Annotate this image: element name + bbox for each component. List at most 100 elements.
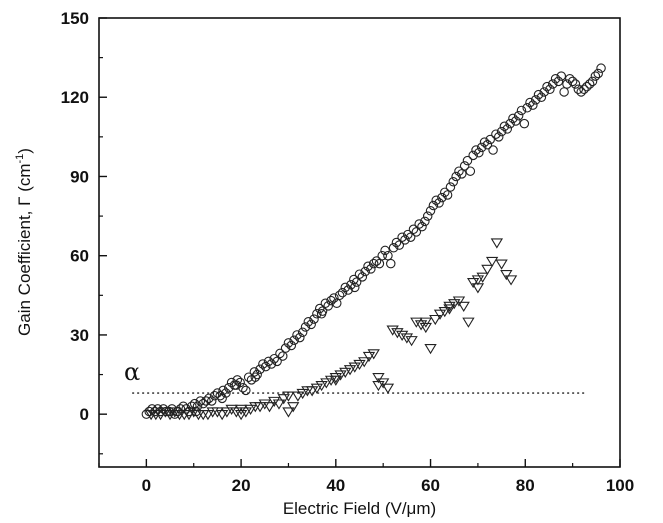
data-point-circle xyxy=(567,76,578,87)
y-axis-title-main: Gain Coefficient, Γ (cm xyxy=(15,163,34,336)
data-point-circle xyxy=(474,147,484,158)
data-point-triangle xyxy=(386,325,399,336)
data-point-triangle xyxy=(377,378,390,389)
data-point-triangle xyxy=(310,383,324,394)
data-point-circle xyxy=(204,393,214,404)
data-point-circle xyxy=(329,293,339,303)
data-point-triangle xyxy=(466,277,480,289)
data-point-triangle xyxy=(362,351,376,363)
data-point-triangle xyxy=(182,410,196,421)
data-point-circle xyxy=(522,103,532,113)
data-point-triangle xyxy=(405,336,418,347)
data-point-circle xyxy=(451,171,461,182)
y-tick-label: 30 xyxy=(70,326,89,345)
data-point-circle xyxy=(434,198,444,208)
data-point-circle xyxy=(357,272,368,282)
x-tick-label: 80 xyxy=(516,476,535,495)
data-point-circle xyxy=(465,166,476,176)
data-point-circle xyxy=(388,243,399,253)
data-point-circle xyxy=(528,100,538,110)
data-point-circle xyxy=(297,327,308,338)
data-point-triangle xyxy=(358,357,371,368)
data-point-circle xyxy=(414,219,424,229)
data-point-circle xyxy=(300,322,311,332)
data-point-triangle xyxy=(495,259,508,270)
data-point-circle xyxy=(408,224,419,235)
x-tick-label: 20 xyxy=(232,476,251,495)
data-point-circle xyxy=(269,353,279,364)
data-point-triangle xyxy=(348,362,361,373)
data-point-circle xyxy=(309,314,319,324)
data-point-circle xyxy=(141,409,152,419)
data-point-triangle xyxy=(419,322,432,334)
data-point-circle xyxy=(289,335,299,345)
data-point-circle xyxy=(505,118,515,129)
data-point-circle xyxy=(403,229,413,240)
data-point-circle xyxy=(539,87,549,97)
data-point-triangle xyxy=(320,378,333,389)
data-point-circle xyxy=(260,361,271,372)
data-point-circle xyxy=(195,396,206,406)
data-point-circle xyxy=(368,258,379,269)
data-point-triangle xyxy=(504,275,518,286)
data-point-triangle xyxy=(282,391,295,402)
data-point-circle xyxy=(565,73,575,84)
data-point-circle xyxy=(152,404,163,414)
data-point-triangle xyxy=(291,391,305,402)
data-point-triangle xyxy=(282,407,295,418)
data-point-circle xyxy=(476,142,487,153)
data-point-triangle xyxy=(500,270,513,281)
data-point-triangle xyxy=(485,256,499,268)
data-point-triangle xyxy=(429,314,442,326)
data-point-triangle xyxy=(476,272,489,283)
data-point-circle xyxy=(420,216,430,227)
data-point-triangle xyxy=(438,307,451,318)
data-point-triangle xyxy=(253,402,267,413)
data-point-circle xyxy=(323,301,333,311)
data-point-circle xyxy=(596,63,606,73)
data-point-circle xyxy=(366,264,376,274)
data-point-circle xyxy=(255,364,265,375)
data-point-circle xyxy=(170,409,180,419)
data-point-circle xyxy=(488,145,498,155)
data-point-circle xyxy=(508,113,518,124)
y-tick-label: 90 xyxy=(70,167,89,186)
data-point-circle xyxy=(312,309,322,319)
data-point-circle xyxy=(428,200,439,211)
data-point-circle xyxy=(241,385,251,396)
data-point-triangle xyxy=(367,349,380,360)
data-point-circle xyxy=(334,290,345,301)
x-axis-title: Electric Field (V/μm) xyxy=(283,499,436,518)
data-point-triangle xyxy=(414,320,428,331)
data-point-circle xyxy=(482,140,493,150)
data-point-triangle xyxy=(244,404,257,415)
data-point-circle xyxy=(238,383,248,393)
data-point-circle xyxy=(454,166,464,176)
data-point-triangle xyxy=(353,359,366,371)
data-point-circle xyxy=(266,359,277,369)
data-point-circle xyxy=(437,192,447,203)
data-point-triangle xyxy=(154,410,167,421)
data-point-circle xyxy=(391,237,402,248)
data-point-triangle xyxy=(391,328,404,339)
data-point-triangle xyxy=(481,264,494,275)
data-point-triangle xyxy=(457,301,470,312)
data-point-triangle xyxy=(263,402,276,413)
data-point-triangle xyxy=(239,407,253,418)
data-point-triangle xyxy=(424,343,437,355)
data-point-triangle xyxy=(268,396,281,408)
data-point-triangle xyxy=(443,301,456,312)
data-point-circle xyxy=(593,68,603,79)
data-point-circle xyxy=(337,287,348,298)
data-point-triangle xyxy=(315,380,328,392)
data-point-circle xyxy=(556,71,567,81)
data-point-triangle xyxy=(272,399,286,410)
data-point-circle xyxy=(295,332,305,343)
y-axis-title-end: ) xyxy=(15,148,34,154)
y-axis-title: Gain Coefficient, Γ (cm-1) xyxy=(14,148,34,336)
data-point-circle xyxy=(250,372,261,382)
data-point-circle xyxy=(371,256,382,266)
data-point-circle xyxy=(576,87,586,97)
data-point-circle xyxy=(314,303,325,314)
